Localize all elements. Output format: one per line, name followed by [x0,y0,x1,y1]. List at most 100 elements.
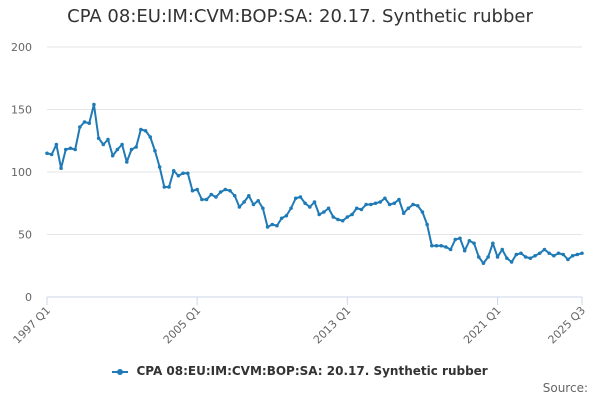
data-point[interactable] [134,145,138,149]
data-point[interactable] [45,151,49,156]
data-point[interactable] [580,251,584,256]
data-point[interactable] [556,251,561,256]
data-point[interactable] [120,142,124,147]
data-point[interactable] [265,225,270,229]
data-point[interactable] [383,196,387,201]
data-point[interactable] [237,205,242,209]
data-point[interactable] [359,207,364,212]
data-point[interactable] [542,247,547,252]
data-point[interactable] [204,197,209,202]
data-point[interactable] [181,171,185,176]
data-point[interactable] [106,137,110,142]
data-point[interactable] [322,210,326,214]
data-point[interactable] [73,147,77,152]
data-point[interactable] [275,223,279,228]
data-point[interactable] [251,202,256,207]
data-point[interactable] [528,256,533,261]
data-point[interactable] [425,222,429,227]
data-point[interactable] [491,241,495,246]
data-point[interactable] [143,128,148,133]
data-point[interactable] [472,241,476,246]
data-point[interactable] [514,252,519,257]
data-point[interactable] [476,255,481,259]
data-point[interactable] [92,102,96,107]
data-point[interactable] [326,206,331,211]
data-point[interactable] [486,255,490,259]
legend[interactable]: CPA 08:EU:IM:CVM:BOP:SA: 20.17. Syntheti… [0,364,600,378]
data-point[interactable] [505,256,509,261]
data-point[interactable] [289,206,293,211]
data-point[interactable] [308,205,312,209]
data-point[interactable] [171,168,176,173]
data-point[interactable] [537,251,542,256]
data-point[interactable] [284,213,289,218]
data-point[interactable] [453,237,458,242]
data-point[interactable] [336,217,340,222]
data-point[interactable] [566,257,570,262]
data-point[interactable] [420,210,425,214]
data-point[interactable] [458,236,462,241]
data-point[interactable] [387,202,392,207]
data-point[interactable] [345,215,350,219]
data-point[interactable] [523,255,528,259]
data-point[interactable] [87,121,92,126]
data-point[interactable] [415,203,420,208]
data-point[interactable] [378,200,383,204]
data-point[interactable] [228,188,232,193]
data-point[interactable] [462,248,467,253]
data-point[interactable] [481,261,486,266]
data-point[interactable] [78,125,82,129]
data-point[interactable] [195,187,199,192]
data-point[interactable] [392,201,397,206]
data-point[interactable] [232,193,237,198]
data-point[interactable] [279,216,284,221]
data-point[interactable] [317,212,321,217]
data-point[interactable] [129,147,134,152]
data-point[interactable] [331,215,336,219]
data-point[interactable] [256,198,260,203]
data-point[interactable] [364,202,368,207]
data-point[interactable] [261,206,265,211]
data-point[interactable] [124,160,129,164]
data-point[interactable] [101,142,106,147]
data-point[interactable] [270,222,275,227]
data-point[interactable] [401,211,406,216]
data-point[interactable] [354,206,359,211]
data-point[interactable] [209,192,214,197]
data-point[interactable] [561,252,566,257]
data-point[interactable] [49,152,54,157]
data-point[interactable] [397,197,401,202]
data-point[interactable] [176,173,181,178]
data-point[interactable] [242,200,246,204]
data-point[interactable] [340,218,345,223]
data-point[interactable] [444,245,448,249]
data-point[interactable] [575,252,580,257]
data-point[interactable] [369,202,373,207]
data-point[interactable] [218,190,223,194]
data-point[interactable] [115,147,120,152]
data-point[interactable] [167,185,171,189]
data-point[interactable] [434,243,439,248]
data-point[interactable] [246,193,251,198]
data-point[interactable] [82,120,87,124]
data-point[interactable] [430,243,434,248]
data-point[interactable] [298,195,303,199]
data-point[interactable] [153,148,157,153]
data-point[interactable] [185,171,190,176]
data-point[interactable] [63,147,68,152]
data-point[interactable] [439,243,444,248]
data-point[interactable] [59,166,63,171]
data-point[interactable] [110,153,115,158]
data-point[interactable] [54,142,59,147]
data-point[interactable] [157,165,162,169]
data-point[interactable] [411,202,415,207]
data-point[interactable] [533,253,537,258]
data-point[interactable] [162,185,167,189]
data-point[interactable] [467,238,472,243]
data-point[interactable] [570,253,575,258]
data-point[interactable] [509,260,514,264]
data-point[interactable] [293,196,298,201]
data-point[interactable] [350,212,354,217]
data-point[interactable] [96,136,101,141]
data-point[interactable] [148,135,153,139]
